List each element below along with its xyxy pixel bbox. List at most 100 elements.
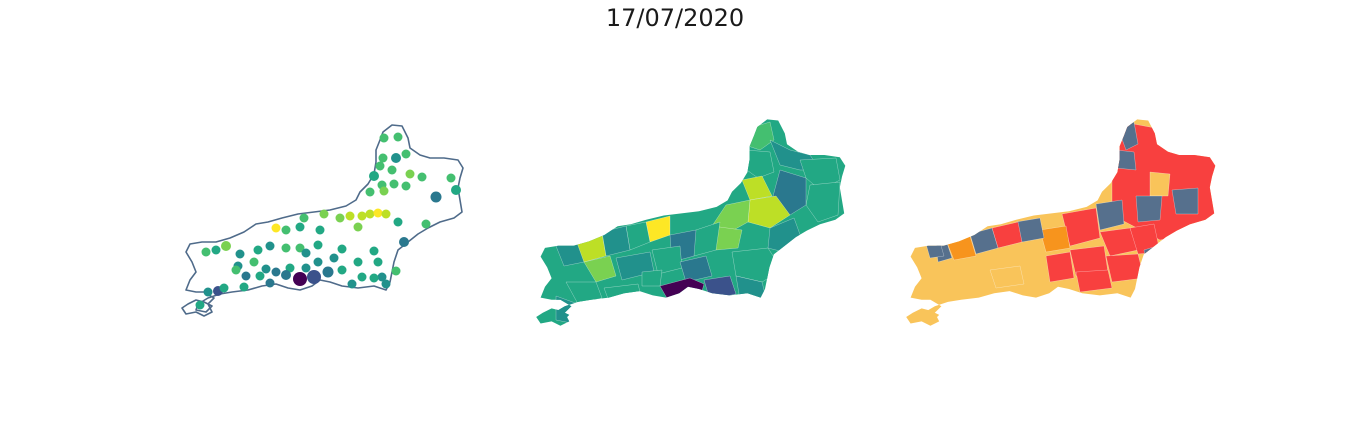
municipality-point xyxy=(381,209,391,219)
municipality-point xyxy=(253,245,263,255)
risk-region-medium xyxy=(1039,225,1071,253)
municipality-point xyxy=(281,243,291,253)
choropleth-region xyxy=(641,269,663,287)
municipality-point xyxy=(271,267,281,277)
municipality-point xyxy=(219,283,229,293)
municipality-point xyxy=(373,257,383,267)
choropleth-region xyxy=(679,255,713,283)
municipality-point xyxy=(375,161,385,171)
municipality-point xyxy=(335,213,345,223)
figure-title: 17/07/2020 xyxy=(605,4,745,32)
municipality-point xyxy=(401,181,411,191)
municipality-point xyxy=(307,270,321,284)
municipality-point xyxy=(313,257,323,267)
state-outline-path xyxy=(181,124,464,317)
municipality-point xyxy=(391,266,401,276)
municipality-points xyxy=(195,132,461,310)
choropleth-region xyxy=(583,255,617,283)
municipality-point xyxy=(430,191,442,203)
choropleth-region xyxy=(711,199,751,233)
municipality-point xyxy=(211,245,221,255)
municipality-point xyxy=(345,211,355,221)
risk-region-slate xyxy=(1115,149,1137,171)
municipality-point xyxy=(369,273,379,283)
municipality-point xyxy=(378,153,388,163)
municipality-point xyxy=(369,171,379,181)
municipality-point xyxy=(347,279,357,289)
choropleth-region xyxy=(741,175,773,201)
municipality-point xyxy=(446,173,456,183)
municipality-point xyxy=(322,266,334,278)
municipality-point xyxy=(203,287,213,297)
risk-region-high xyxy=(1105,253,1145,283)
municipality-point xyxy=(241,271,251,281)
municipality-point xyxy=(315,225,325,235)
municipality-point xyxy=(393,217,403,227)
municipality-point xyxy=(195,300,205,310)
municipality-point xyxy=(401,149,411,159)
municipality-point xyxy=(399,237,409,247)
municipality-point xyxy=(387,165,397,175)
municipality-point xyxy=(235,249,245,259)
municipality-point xyxy=(313,240,323,250)
municipality-point xyxy=(281,270,291,280)
municipality-point xyxy=(201,247,211,257)
risk-category-map xyxy=(906,119,1216,326)
municipality-point xyxy=(221,241,231,251)
municipality-point xyxy=(389,179,399,189)
municipality-point xyxy=(231,265,241,275)
municipality-point xyxy=(417,172,427,182)
state-outline xyxy=(181,124,464,317)
risk-region-slate xyxy=(969,227,999,255)
municipality-point xyxy=(265,241,275,251)
risk-region-high xyxy=(1045,251,1075,283)
choropleth-regions xyxy=(536,119,846,326)
municipality-point xyxy=(301,263,311,273)
municipality-point xyxy=(377,272,387,282)
municipality-point xyxy=(319,209,329,219)
risk-region-low xyxy=(1149,171,1171,197)
municipality-point xyxy=(337,265,347,275)
municipality-point xyxy=(365,209,375,219)
municipality-point xyxy=(405,169,415,179)
municipality-point xyxy=(357,211,367,221)
choropleth-region xyxy=(805,181,841,223)
risk-region-slate xyxy=(1171,187,1199,215)
risk-regions xyxy=(906,119,1216,326)
municipality-point xyxy=(293,272,307,286)
municipality-point xyxy=(265,278,275,288)
choropleth-region xyxy=(703,275,737,301)
municipality-point xyxy=(271,223,281,233)
municipality-point xyxy=(301,248,311,258)
municipality-point xyxy=(299,213,309,223)
risk-region-low xyxy=(989,265,1025,289)
risk-region-high xyxy=(1075,269,1113,293)
municipality-point xyxy=(391,153,401,163)
municipality-point xyxy=(295,222,305,232)
municipality-point xyxy=(249,257,259,267)
municipality-point xyxy=(421,219,431,229)
municipality-point xyxy=(373,208,383,218)
municipality-point xyxy=(381,279,391,289)
municipality-point xyxy=(239,282,249,292)
municipality-point xyxy=(393,132,403,142)
municipality-point xyxy=(357,272,367,282)
municipality-point xyxy=(329,253,339,263)
municipality-point xyxy=(285,263,295,273)
municipality-point xyxy=(255,271,265,281)
municipality-point xyxy=(379,186,389,196)
municipality-point xyxy=(353,222,363,232)
municipality-point xyxy=(281,225,291,235)
municipality-point xyxy=(337,244,347,254)
risk-region-slate xyxy=(1095,199,1125,231)
municipality-point xyxy=(379,133,389,143)
municipality-point xyxy=(353,257,363,267)
municipality-point xyxy=(261,264,271,274)
risk-region-slate xyxy=(1135,195,1163,223)
municipality-point xyxy=(295,243,305,253)
choropleth-map xyxy=(536,119,846,326)
municipality-point xyxy=(451,185,461,195)
point-map xyxy=(181,124,464,317)
choropleth-region xyxy=(565,281,603,305)
municipality-point xyxy=(369,246,379,256)
